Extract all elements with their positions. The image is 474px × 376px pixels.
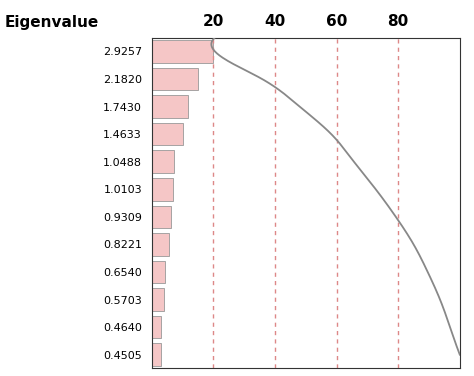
Bar [152, 261, 165, 283]
Bar [152, 288, 164, 311]
Text: Eigenvalue: Eigenvalue [5, 15, 99, 30]
Bar [152, 95, 188, 118]
Bar [152, 68, 198, 90]
Bar [152, 316, 162, 338]
Bar [152, 233, 169, 256]
Bar [152, 40, 213, 63]
Bar [152, 150, 174, 173]
Bar [152, 343, 161, 366]
Bar [152, 123, 182, 146]
Bar [152, 206, 171, 228]
Bar [152, 178, 173, 200]
